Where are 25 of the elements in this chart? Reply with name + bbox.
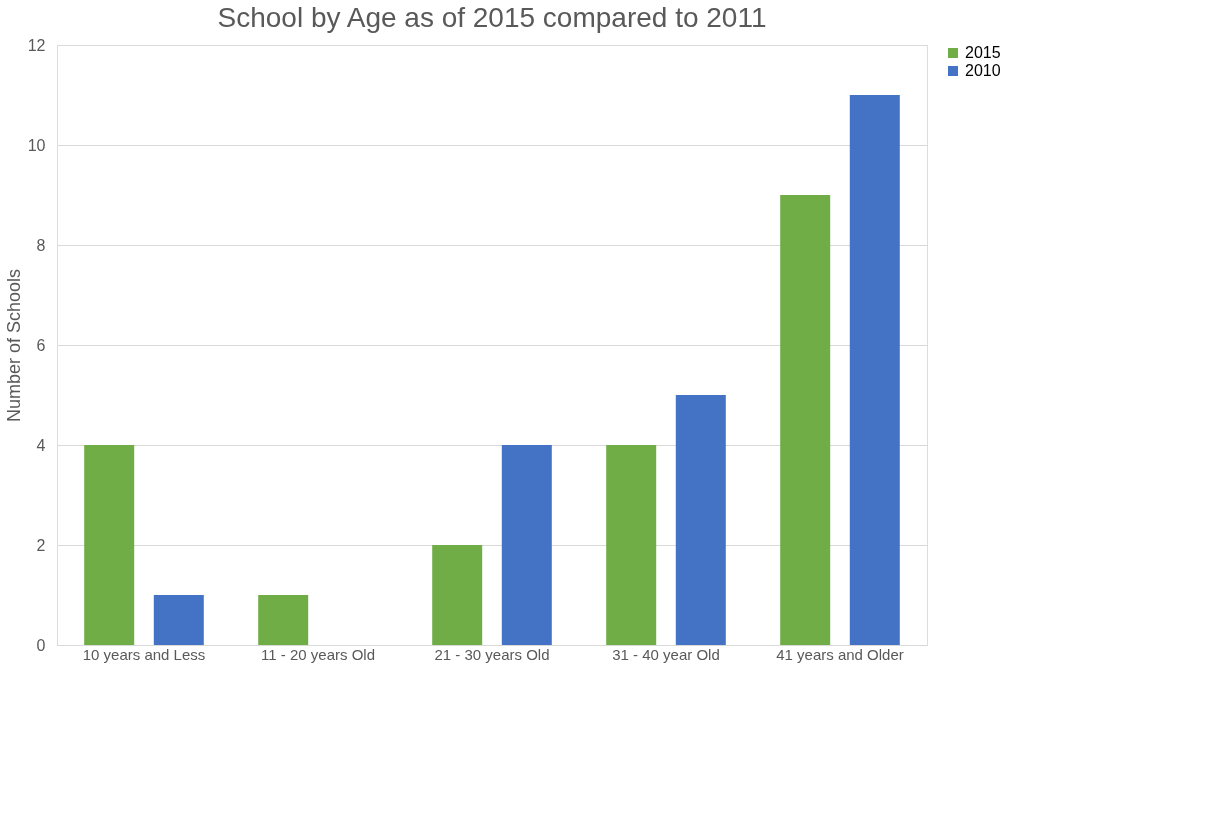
y-tick-label: 6 xyxy=(36,336,46,354)
bar xyxy=(258,595,309,645)
x-tick-label: 11 - 20 years Old xyxy=(261,645,375,663)
legend-label: 2015 xyxy=(965,44,1001,61)
bar xyxy=(675,395,726,645)
x-tick-label: 21 - 30 years Old xyxy=(434,645,550,663)
x-tick-label: 41 years and Older xyxy=(776,645,904,663)
y-tick-label: 2 xyxy=(36,536,46,554)
chart-title: School by Age as of 2015 compared to 2011 xyxy=(217,2,767,33)
bar xyxy=(780,195,831,645)
bar xyxy=(432,545,483,645)
legend-label: 2010 xyxy=(965,62,1001,79)
y-tick-label: 0 xyxy=(36,636,46,654)
y-tick-label: 4 xyxy=(36,436,46,454)
y-tick-label: 12 xyxy=(27,36,46,54)
bar xyxy=(606,445,657,645)
y-axis-title: Number of Schools xyxy=(3,268,24,423)
y-tick-label: 8 xyxy=(36,236,46,254)
x-tick-label: 31 - 40 year Old xyxy=(612,645,720,663)
bar xyxy=(501,445,552,645)
x-tick-label: 10 years and Less xyxy=(82,645,206,663)
bar xyxy=(84,445,135,645)
y-tick-label: 10 xyxy=(27,136,46,154)
bar xyxy=(153,595,204,645)
bar xyxy=(849,95,900,645)
